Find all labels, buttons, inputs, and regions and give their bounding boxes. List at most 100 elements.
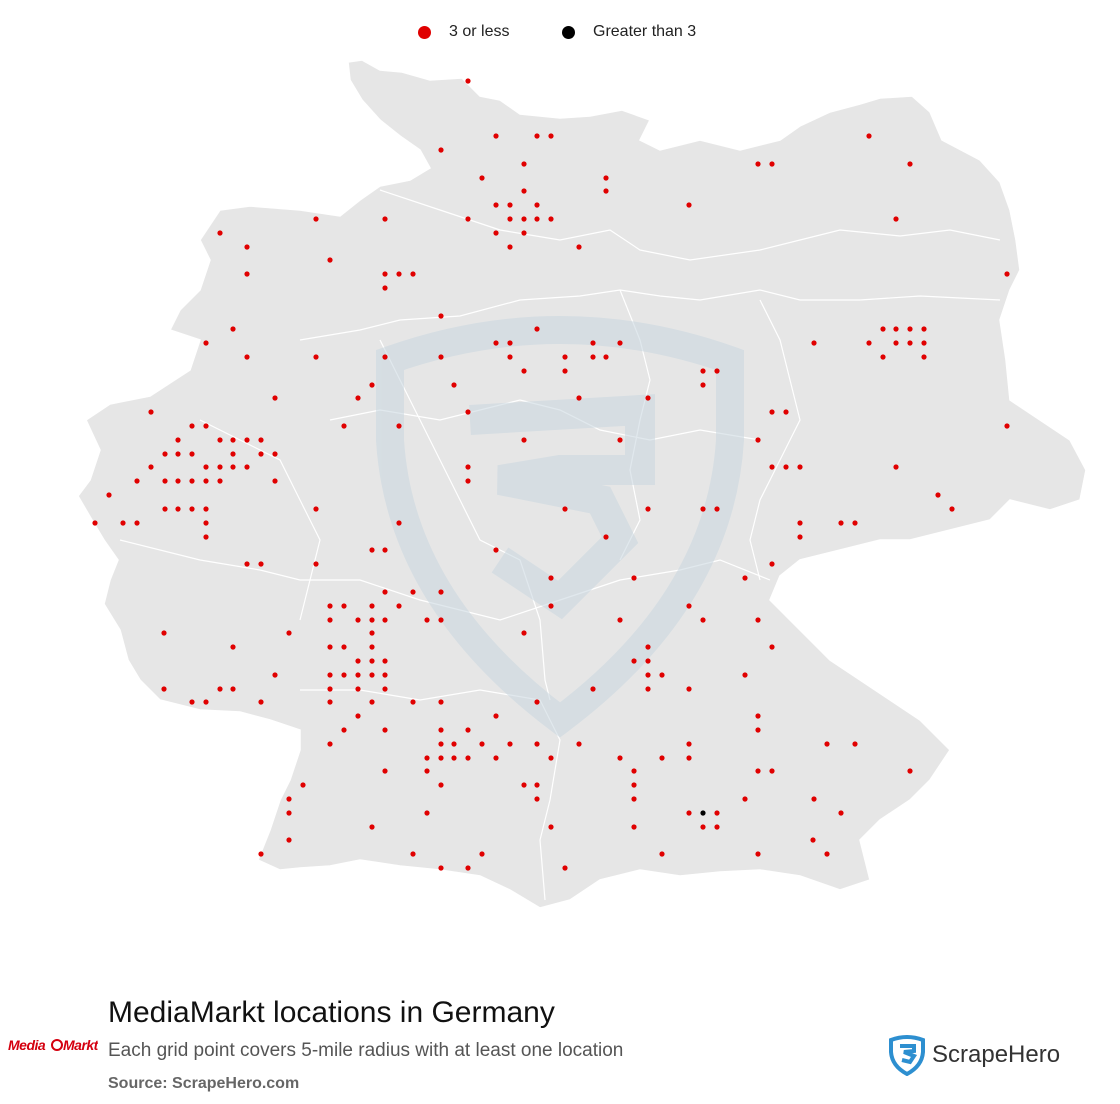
location-dot xyxy=(438,755,444,761)
location-dot xyxy=(313,561,319,567)
svg-text:Media: Media xyxy=(8,1037,46,1053)
location-dot xyxy=(507,202,513,208)
location-dot xyxy=(230,644,236,650)
location-dot xyxy=(893,340,899,346)
location-dot xyxy=(382,658,388,664)
location-dot xyxy=(645,644,651,650)
location-dot xyxy=(217,437,223,443)
location-dot xyxy=(341,423,347,429)
location-dot xyxy=(590,354,596,360)
location-dot xyxy=(382,768,388,774)
location-dot xyxy=(465,409,471,415)
location-dot xyxy=(438,782,444,788)
location-dot xyxy=(659,851,665,857)
location-dot xyxy=(203,478,209,484)
location-dot xyxy=(382,686,388,692)
location-dots xyxy=(92,78,1010,871)
location-dot xyxy=(493,202,499,208)
location-dot xyxy=(203,534,209,540)
location-dot xyxy=(438,741,444,747)
location-dot xyxy=(603,534,609,540)
location-dot xyxy=(369,617,375,623)
scrapehero-logo-text: ScrapeHero xyxy=(932,1041,1061,1068)
location-dot xyxy=(465,464,471,470)
location-dot xyxy=(230,437,236,443)
location-dot xyxy=(355,713,361,719)
location-dot xyxy=(230,464,236,470)
location-dot xyxy=(286,837,292,843)
location-dot xyxy=(369,547,375,553)
location-dot xyxy=(880,326,886,332)
location-dot xyxy=(272,672,278,678)
location-dot xyxy=(755,768,761,774)
location-dot xyxy=(645,672,651,678)
location-dot xyxy=(893,216,899,222)
location-dot xyxy=(189,478,195,484)
location-dot xyxy=(258,561,264,567)
location-dot xyxy=(548,216,554,222)
location-dot xyxy=(327,686,333,692)
location-dot xyxy=(382,271,388,277)
location-dot xyxy=(700,382,706,388)
location-dot xyxy=(438,147,444,153)
location-dot xyxy=(203,340,209,346)
location-dot xyxy=(769,768,775,774)
location-dot xyxy=(590,686,596,692)
location-dot xyxy=(811,340,817,346)
location-dot xyxy=(521,161,527,167)
location-dot xyxy=(700,824,706,830)
location-dot xyxy=(410,589,416,595)
location-dot xyxy=(410,699,416,705)
location-dot xyxy=(866,133,872,139)
location-dot xyxy=(893,326,899,332)
location-dot xyxy=(548,575,554,581)
legend-dot-red-icon xyxy=(418,25,431,39)
source-text: Source: ScrapeHero.com xyxy=(108,1075,300,1092)
location-dot xyxy=(493,713,499,719)
location-dot xyxy=(189,699,195,705)
location-dot xyxy=(438,865,444,871)
location-dot xyxy=(396,520,402,526)
location-dot xyxy=(120,520,126,526)
location-dot xyxy=(742,672,748,678)
location-dot xyxy=(217,478,223,484)
location-dot xyxy=(465,478,471,484)
location-dot xyxy=(313,354,319,360)
location-dot xyxy=(479,851,485,857)
location-dot xyxy=(438,617,444,623)
location-dot xyxy=(617,340,623,346)
location-dot xyxy=(659,755,665,761)
location-dot xyxy=(244,464,250,470)
location-dot xyxy=(161,686,167,692)
location-dot xyxy=(576,741,582,747)
location-dot xyxy=(507,244,513,250)
location-dot xyxy=(341,644,347,650)
location-dot-high xyxy=(700,810,706,816)
location-dot xyxy=(355,672,361,678)
location-dot xyxy=(838,810,844,816)
location-dot xyxy=(838,520,844,526)
legend-item-low: 3 or less xyxy=(418,20,509,44)
location-dot xyxy=(451,382,457,388)
location-dot xyxy=(714,368,720,374)
location-dot xyxy=(382,285,388,291)
location-dot xyxy=(382,547,388,553)
location-dot xyxy=(369,603,375,609)
location-dot xyxy=(507,354,513,360)
location-dot xyxy=(258,437,264,443)
location-dot xyxy=(369,382,375,388)
location-dot xyxy=(382,589,388,595)
location-dot xyxy=(175,437,181,443)
location-dot xyxy=(797,464,803,470)
location-dot xyxy=(562,865,568,871)
location-dot xyxy=(148,409,154,415)
location-dot xyxy=(603,354,609,360)
location-dot xyxy=(355,686,361,692)
chart-title: MediaMarkt locations in Germany xyxy=(108,996,555,1029)
location-dot xyxy=(272,478,278,484)
location-dot xyxy=(369,824,375,830)
location-dot xyxy=(244,561,250,567)
location-dot xyxy=(162,451,168,457)
location-dot xyxy=(203,423,209,429)
location-dot xyxy=(907,326,913,332)
